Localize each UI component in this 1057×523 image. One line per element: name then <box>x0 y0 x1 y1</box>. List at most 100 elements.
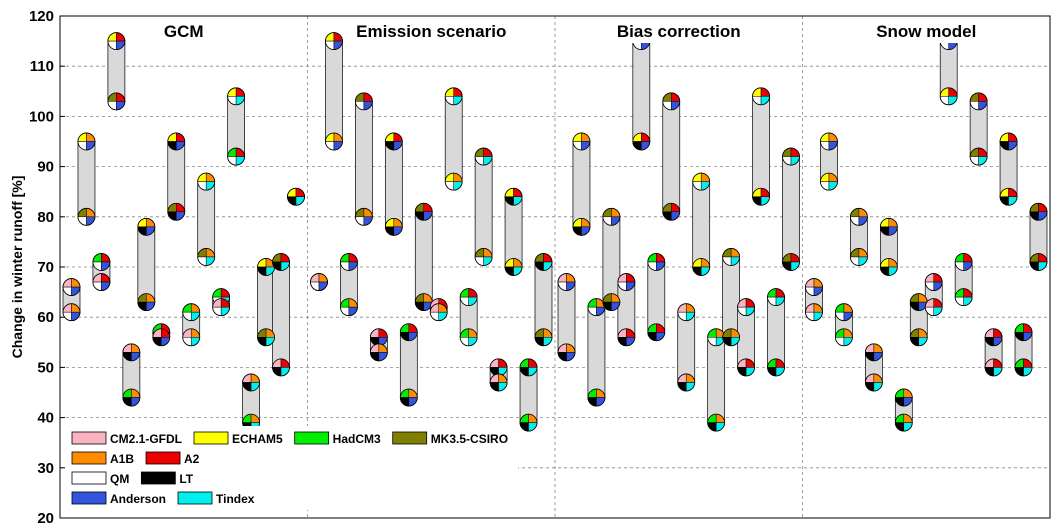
glyph-marker <box>1014 358 1033 377</box>
glyph-outline <box>969 147 988 166</box>
glyph-outline <box>722 248 741 266</box>
glyph-outline <box>272 253 290 271</box>
glyph-marker <box>820 132 838 151</box>
glyph-outline <box>767 358 785 377</box>
glyph-marker <box>384 132 403 151</box>
glyph-outline <box>534 328 553 347</box>
glyph-marker <box>647 323 666 342</box>
legend-label: A2 <box>184 452 200 466</box>
glyph-outline <box>984 328 1003 347</box>
glyph-marker <box>835 328 853 347</box>
glyph-outline <box>384 132 403 151</box>
glyph-marker <box>242 373 261 392</box>
glyph-outline <box>752 87 770 106</box>
panel-title: Snow model <box>876 22 976 41</box>
glyph-marker <box>227 147 246 166</box>
glyph-outline <box>197 248 216 266</box>
glyph-marker <box>1029 202 1048 221</box>
glyph-marker <box>572 132 591 151</box>
glyph-outline <box>737 358 755 377</box>
glyph-outline <box>924 298 943 317</box>
glyph-marker <box>782 253 800 271</box>
glyph-marker <box>984 328 1003 347</box>
glyph-marker <box>969 92 988 111</box>
glyph-marker <box>805 303 823 322</box>
legend-swatch <box>145 451 181 465</box>
legend: CM2.1-GFDL ECHAM5 HadCM3 MK3.5-CSIRO A1B A2 QM… <box>66 426 519 510</box>
glyph-outline <box>92 273 111 291</box>
glyph-outline <box>879 217 898 236</box>
glyph-outline <box>894 388 913 407</box>
y-tick-label: 80 <box>37 209 54 226</box>
glyph-marker <box>325 32 343 50</box>
glyph-outline <box>242 373 261 392</box>
glyph-markers <box>62 32 1048 432</box>
glyph-outline <box>894 413 913 432</box>
glyph-outline <box>692 258 711 276</box>
legend-label: CM2.1-GFDL <box>110 432 182 446</box>
glyph-outline <box>647 323 666 342</box>
glyph-outline <box>62 278 81 296</box>
glyph-outline <box>587 388 606 407</box>
glyph-marker <box>197 248 216 266</box>
glyph-marker <box>354 92 373 111</box>
glyph-marker <box>864 343 883 362</box>
glyph-outline <box>287 187 305 206</box>
glyph-marker <box>879 217 898 236</box>
panel-title-bg <box>610 19 747 43</box>
legend-swatch <box>392 431 428 445</box>
glyph-marker <box>894 388 913 407</box>
glyph-marker <box>662 202 681 221</box>
glyph-outline <box>835 303 853 322</box>
glyph-marker <box>954 288 973 307</box>
glyph-outline <box>1029 253 1048 271</box>
glyph-marker <box>340 298 358 317</box>
legend-label: Tindex <box>216 492 255 506</box>
glyph-outline <box>399 388 418 407</box>
glyph-marker <box>850 248 868 266</box>
glyph-outline <box>782 147 800 166</box>
range-capsule <box>752 87 770 206</box>
glyph-marker <box>924 298 943 317</box>
glyph-outline <box>677 303 696 322</box>
glyph-outline <box>1014 358 1033 377</box>
range-capsule <box>782 147 800 271</box>
glyph-marker <box>662 92 681 111</box>
glyph-outline <box>474 248 493 266</box>
glyph-outline <box>557 273 576 291</box>
glyph-marker <box>167 132 186 151</box>
glyph-outline <box>459 288 478 307</box>
y-tick-label: 90 <box>37 159 54 176</box>
glyph-outline <box>662 92 681 111</box>
glyph-outline <box>414 202 433 221</box>
glyph-marker <box>805 278 823 296</box>
panel-title-bg <box>350 19 513 43</box>
glyph-outline <box>572 132 591 151</box>
range-capsule <box>474 147 493 266</box>
glyph-outline <box>1029 202 1048 221</box>
glyph-marker <box>572 217 591 236</box>
glyph-outline <box>182 328 201 347</box>
glyph-marker <box>999 187 1018 206</box>
glyph-marker <box>122 343 141 362</box>
range-capsule <box>632 32 651 151</box>
glyph-outline <box>167 202 186 221</box>
glyph-marker <box>429 303 448 322</box>
glyph-outline <box>1014 323 1033 342</box>
glyph-marker <box>894 413 913 432</box>
glyph-outline <box>354 207 373 226</box>
legend-label: ECHAM5 <box>232 432 283 446</box>
glyph-outline <box>197 172 216 191</box>
glyph-marker <box>182 328 201 347</box>
glyph-marker <box>399 323 418 342</box>
glyph-marker <box>647 253 666 271</box>
glyph-marker <box>369 328 388 347</box>
glyph-marker <box>767 358 785 377</box>
glyph-outline <box>557 343 576 362</box>
glyph-marker <box>459 328 478 347</box>
legend-swatch <box>294 431 330 445</box>
glyph-marker <box>152 328 171 347</box>
y-tick-label: 120 <box>29 8 54 25</box>
glyph-outline <box>399 323 418 342</box>
glyph-outline <box>152 328 171 347</box>
